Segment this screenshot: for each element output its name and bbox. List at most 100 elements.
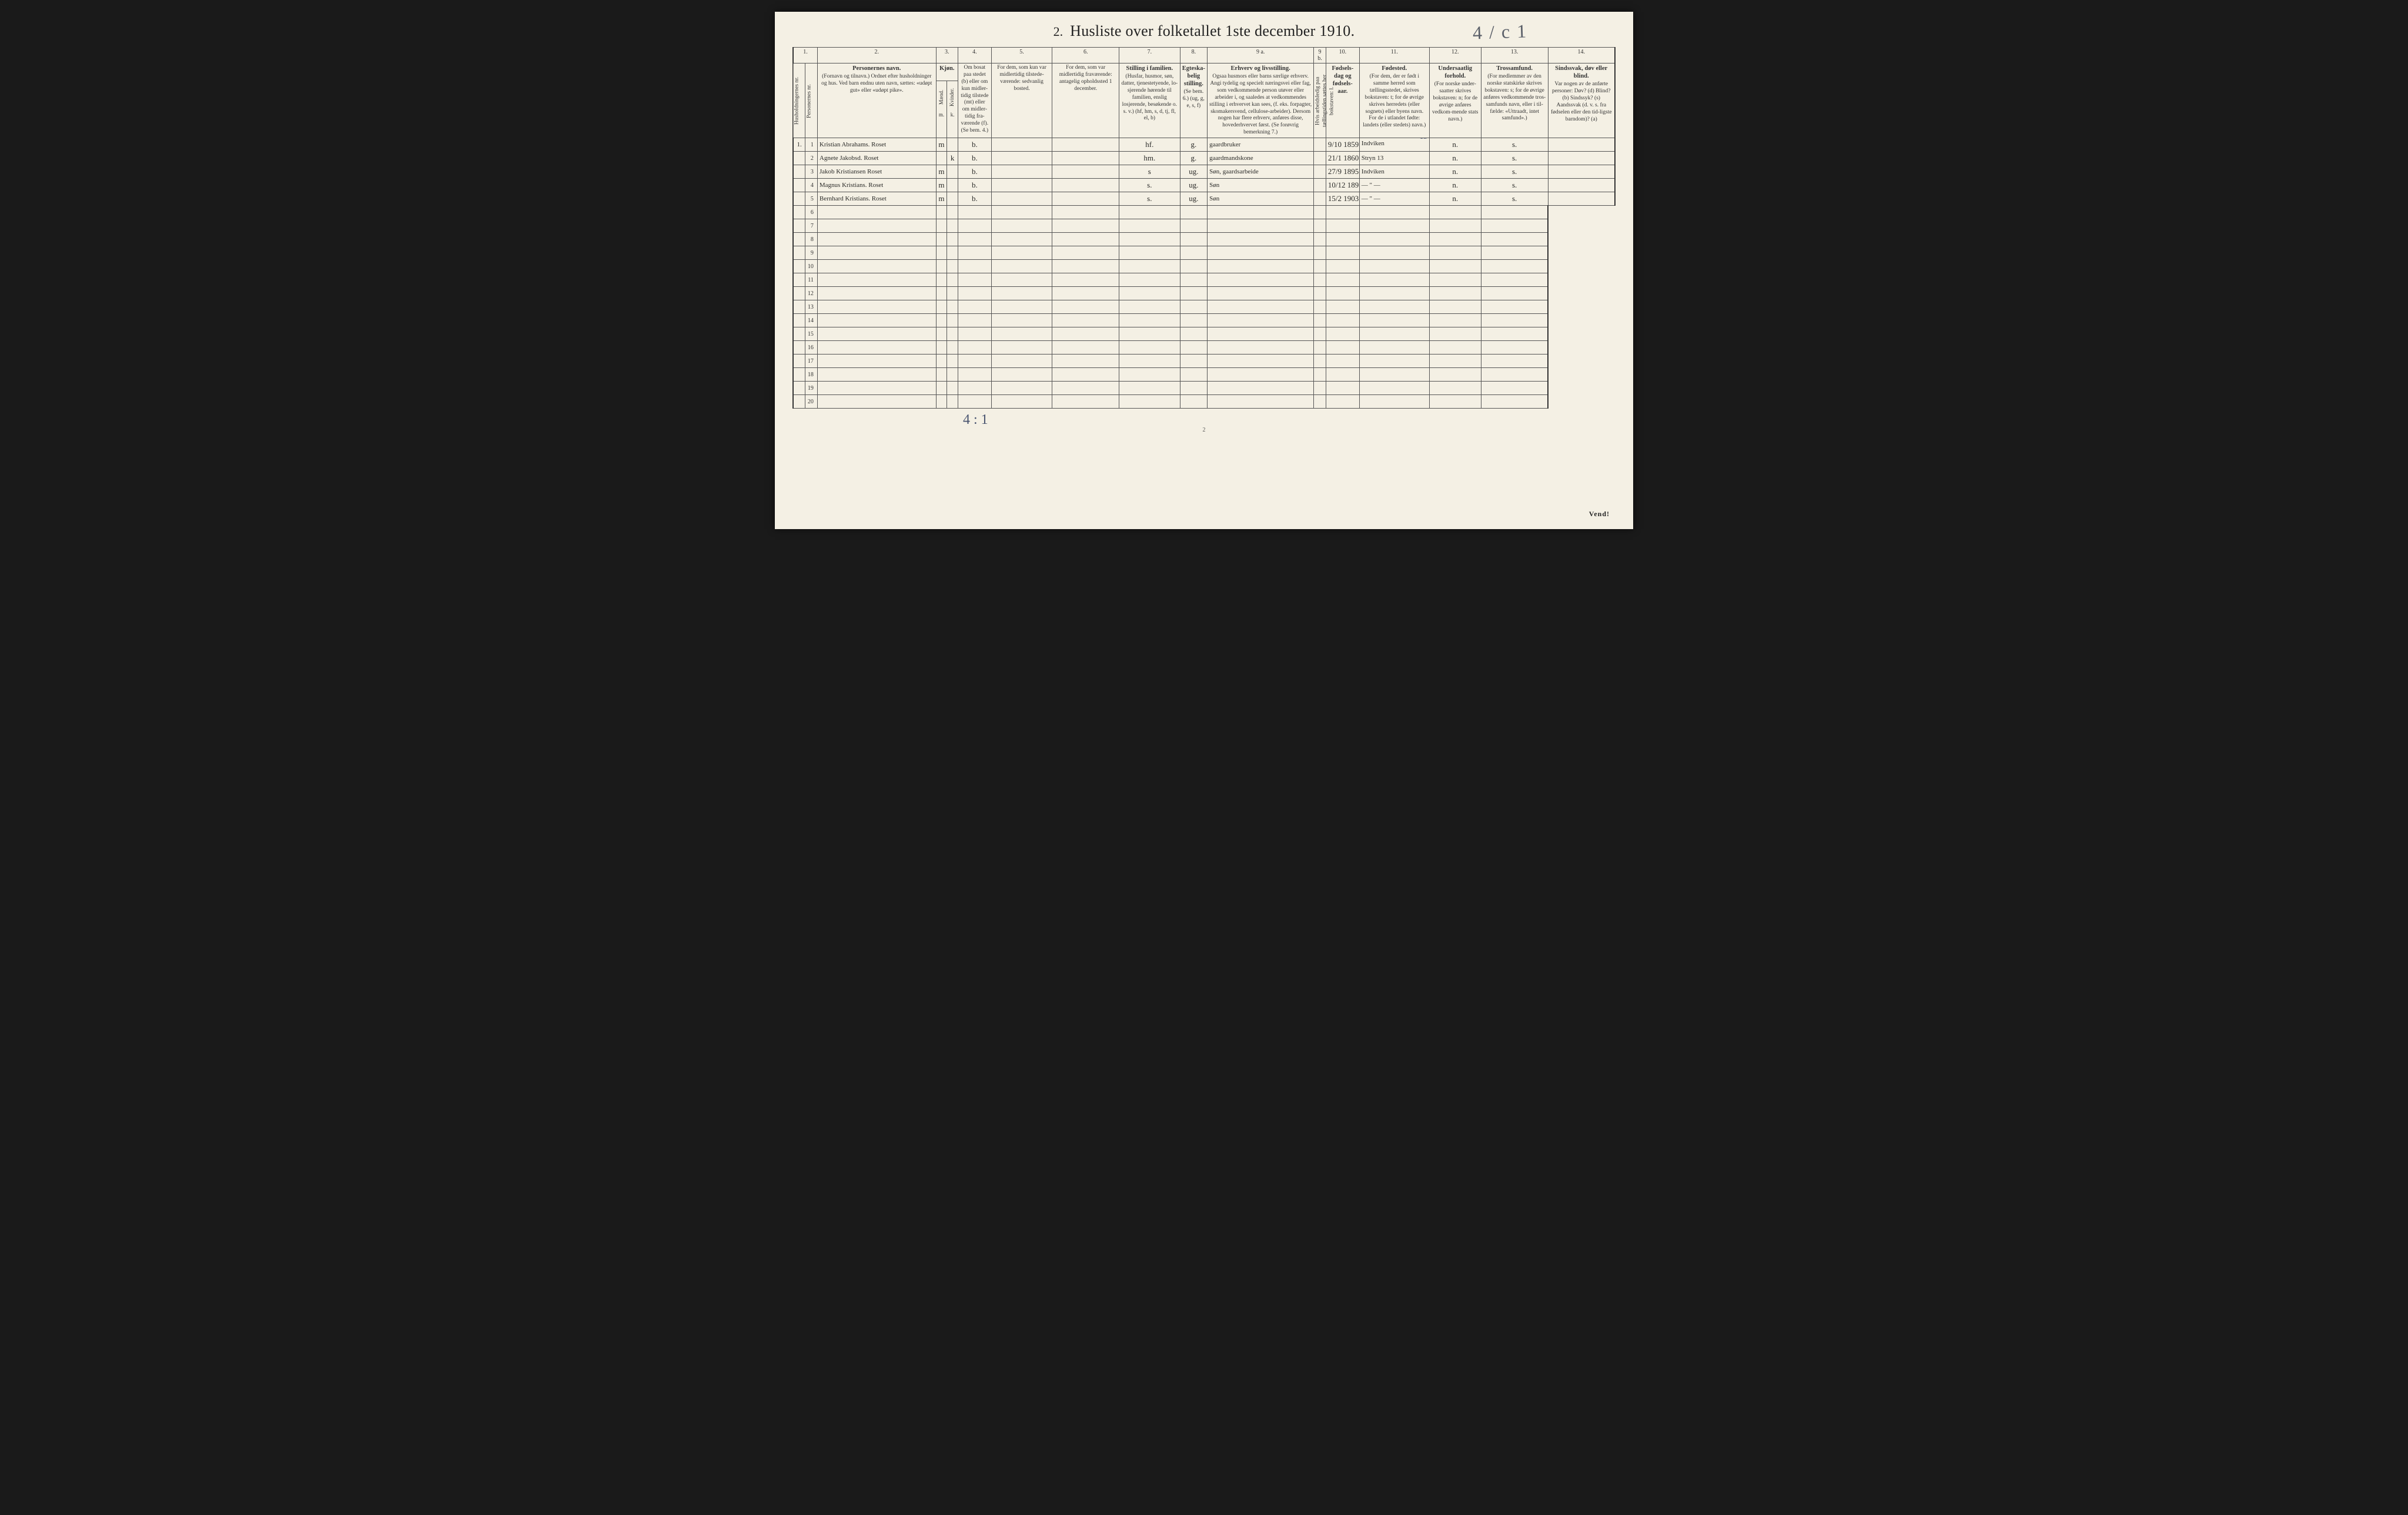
cell-empty [1180,314,1208,327]
cell-empty [1429,354,1481,368]
cell-household-nr [793,368,805,382]
cell-empty [1481,219,1548,233]
cell-empty [1429,273,1481,287]
cell-empty [1180,300,1208,314]
cell-household-nr [793,179,805,192]
cell-empty [1314,382,1326,395]
head-nat-body: (For norske under-saatter skrives boksta… [1432,81,1478,122]
cell-marital: ug. [1180,192,1208,206]
head-household-nr: Husholdningernes nr. [793,63,805,138]
cell-temp-present [991,138,1052,152]
cell-empty [1052,382,1119,395]
cell-empty [936,219,947,233]
table-row-empty: 8 [793,233,1615,246]
table-row-empty: 15 [793,327,1615,341]
cell-empty [1359,354,1429,368]
cell-nationality: n. [1429,152,1481,165]
cell-empty [1208,300,1314,314]
cell-person-nr: 8 [805,233,818,246]
cell-nationality: n. [1429,138,1481,152]
cell-empty [1429,246,1481,260]
cell-empty [1119,233,1180,246]
cell-empty [936,368,947,382]
cell-empty [1180,206,1208,219]
cell-empty [1359,368,1429,382]
cell-person-nr: 15 [805,327,818,341]
cell-empty [947,246,958,260]
cell-empty [1359,260,1429,273]
table-row: 1.1Kristian Abrahams. Rosetmb.hf.g.gaard… [793,138,1615,152]
cell-residence: b. [958,179,991,192]
cell-nationality: n. [1429,192,1481,206]
head-marital-title: Egteska-belig stilling. [1182,65,1206,88]
table-row-empty: 11 [793,273,1615,287]
cell-birthplace: Indviken [1359,165,1429,179]
colnum-11: 11. [1359,48,1429,63]
cell-empty [1208,246,1314,260]
cell-empty [1481,327,1548,341]
cell-empty [817,395,936,409]
cell-empty [958,341,991,354]
table-row-empty: 19 [793,382,1615,395]
column-number-row: 1. 2. 3. 4. 5. 6. 7. 8. 9 a. 9 b. 10. 11… [793,48,1615,63]
cell-disability [1548,179,1615,192]
colnum-4: 4. [958,48,991,63]
cell-empty [1326,382,1359,395]
head-marital: Egteska-belig stilling. (Se bem. 6.) (ug… [1180,63,1208,138]
head-nationality: Undersaatlig forhold. (For norske under-… [1429,63,1481,138]
cell-empty [817,368,936,382]
colnum-12: 12. [1429,48,1481,63]
cell-empty [947,260,958,273]
cell-household-nr [793,233,805,246]
cell-empty [1180,382,1208,395]
cell-empty [1359,233,1429,246]
cell-person-nr: 18 [805,368,818,382]
cell-empty [1208,382,1314,395]
cell-empty [991,395,1052,409]
cell-empty [1314,395,1326,409]
head-sex-k-abbr: k. [949,112,956,118]
cell-temp-absent [1052,192,1119,206]
cell-empty [1314,246,1326,260]
cell-marital: g. [1180,138,1208,152]
cell-empty [1429,314,1481,327]
cell-empty [1180,395,1208,409]
cell-empty [817,382,936,395]
cell-sex-m: m [936,138,947,152]
cell-person-nr: 14 [805,314,818,327]
header-row: Husholdningernes nr. Personernes nr. Per… [793,63,1615,81]
table-row-empty: 17 [793,354,1615,368]
cell-empty [1314,368,1326,382]
head-rel-body: (For medlemmer av den norske statskirke … [1483,73,1546,121]
cell-temp-present [991,179,1052,192]
cell-empty [1052,314,1119,327]
cell-family-position: s. [1119,192,1180,206]
cell-household-nr [793,273,805,287]
cell-empty [1119,273,1180,287]
cell-empty [1119,287,1180,300]
cell-empty [947,273,958,287]
cell-empty [1481,395,1548,409]
cell-empty [1481,314,1548,327]
cell-empty [1481,300,1548,314]
cell-empty [1326,300,1359,314]
cell-household-nr [793,206,805,219]
cell-nationality: n. [1429,179,1481,192]
table-row-empty: 16 [793,341,1615,354]
table-row-empty: 10 [793,260,1615,273]
cell-empty [947,219,958,233]
handwritten-annotation-13: 13 [1420,138,1427,142]
cell-household-nr [793,165,805,179]
cell-residence: b. [958,152,991,165]
cell-name: Jakob Kristiansen Roset [817,165,936,179]
handwritten-code-top: 4 / c 1 [1472,20,1527,44]
cell-empty [1180,368,1208,382]
cell-empty [1326,341,1359,354]
cell-religion: s. [1481,165,1548,179]
cell-empty [1359,300,1429,314]
cell-empty [947,382,958,395]
cell-temp-present [991,152,1052,165]
cell-empty [1052,233,1119,246]
colnum-2: 2. [817,48,936,63]
cell-empty [1326,246,1359,260]
